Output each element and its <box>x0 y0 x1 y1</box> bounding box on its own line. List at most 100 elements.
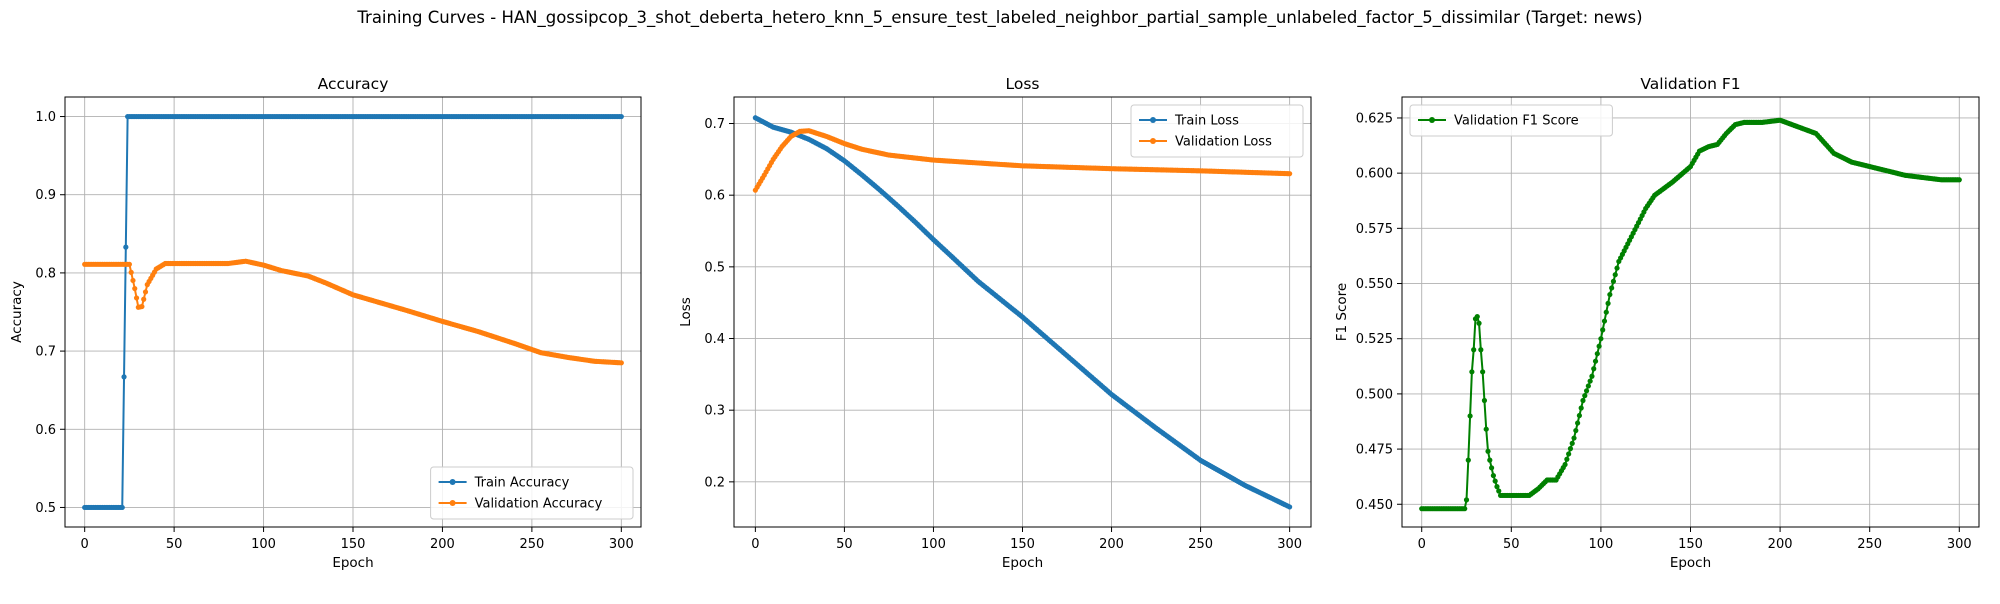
y-axis-label: Accuracy <box>9 281 25 343</box>
legend-label: Validation Accuracy <box>475 497 603 512</box>
data-point <box>1585 383 1591 389</box>
data-point <box>142 289 149 295</box>
x-tick-label: 50 <box>1503 537 1520 552</box>
x-tick-label: 100 <box>1588 537 1613 552</box>
data-point <box>1605 300 1611 306</box>
data-point <box>1481 397 1488 404</box>
data-point <box>1592 358 1599 364</box>
legend-marker <box>1429 117 1435 123</box>
x-tick-label: 300 <box>1947 537 1972 552</box>
data-point <box>1467 413 1473 419</box>
legend-marker <box>1150 138 1156 144</box>
x-tick-label: 300 <box>1277 537 1302 552</box>
data-point <box>1601 318 1608 324</box>
y-axis-label: Loss <box>678 297 694 327</box>
data-point <box>1603 309 1609 315</box>
legend-box <box>430 466 634 520</box>
x-tick-label: 0 <box>81 537 89 552</box>
y-tick-label: 0.600 <box>1356 167 1393 182</box>
data-point <box>1612 272 1618 278</box>
data-point <box>1569 440 1575 446</box>
data-point <box>126 261 132 267</box>
data-point <box>1490 472 1496 479</box>
x-tick-label: 0 <box>751 537 759 552</box>
x-tick-label: 100 <box>251 537 276 552</box>
data-point <box>1476 320 1482 326</box>
legend-marker <box>449 479 456 485</box>
y-tick-label: 0.8 <box>35 266 56 281</box>
data-point <box>1463 497 1470 503</box>
y-tick-label: 0.525 <box>1356 332 1393 347</box>
data-point <box>1483 426 1489 432</box>
data-point <box>139 303 145 310</box>
data-point <box>1480 369 1486 375</box>
legend-box <box>1409 104 1613 137</box>
data-point <box>1609 285 1615 291</box>
x-tick-label: 50 <box>836 537 853 552</box>
y-tick-label: 1.0 <box>35 110 56 125</box>
data-point <box>1600 327 1606 333</box>
legend-marker <box>449 500 456 506</box>
x-tick-label: 150 <box>341 537 366 552</box>
data-point <box>1575 420 1581 426</box>
chart-panel-1: 0 50 100 150 200 250 300 0.5 0.6 0.7 0.8 0.9 1.0 Accu… <box>9 75 642 571</box>
data-point <box>1594 351 1600 357</box>
x-tick-label: 0 <box>1418 537 1426 552</box>
figure-title: Training Curves - HAN_gossipcop_3_shot_d… <box>357 8 1643 27</box>
chart-title: Validation F1 <box>1640 75 1740 93</box>
x-tick-label: 150 <box>1678 537 1703 552</box>
data-point <box>128 269 134 275</box>
data-point <box>1471 347 1477 353</box>
data-point <box>1465 457 1471 463</box>
chart-title: Loss <box>1006 75 1040 93</box>
y-tick-label: 0.5 <box>704 260 725 275</box>
y-tick-label: 0.4 <box>704 332 725 347</box>
legend-box <box>1130 104 1304 158</box>
x-tick-label: 250 <box>1857 537 1882 552</box>
data-point <box>132 285 138 292</box>
x-tick-label: 200 <box>1099 537 1124 552</box>
y-tick-label: 0.3 <box>704 404 725 419</box>
data-point <box>1494 484 1500 490</box>
data-point <box>1573 427 1579 434</box>
legend: Train Accuracy Validation Accuracy <box>430 466 634 520</box>
chart-title: Accuracy <box>318 75 389 93</box>
legend-label: Validation F1 Score <box>1454 114 1579 129</box>
x-tick-label: 250 <box>519 537 544 552</box>
data-point <box>1478 347 1484 353</box>
data-point <box>1583 388 1590 394</box>
y-tick-label: 0.9 <box>35 188 56 203</box>
data-point <box>130 277 136 284</box>
data-point <box>133 295 140 301</box>
data-point <box>1469 369 1475 375</box>
y-axis-label: F1 Score <box>1334 283 1350 341</box>
y-tick-label: 0.7 <box>35 345 56 360</box>
data-point <box>121 374 127 380</box>
data-point <box>123 244 129 250</box>
data-point <box>1571 435 1577 441</box>
x-tick-label: 300 <box>609 537 634 552</box>
legend-label: Train Loss <box>1174 114 1239 129</box>
x-axis-label: Epoch <box>332 555 373 571</box>
data-point <box>1607 291 1613 298</box>
chart-panel-2: 0 50 100 150 200 250 300 0.2 0.3 0.4 0.5 0.6 0.7 Loss… <box>678 75 1312 571</box>
data-point <box>1564 456 1570 462</box>
y-tick-label: 0.6 <box>704 189 725 204</box>
data-point <box>1489 465 1495 471</box>
data-point <box>1589 373 1595 379</box>
y-tick-label: 0.550 <box>1356 277 1393 292</box>
data-point <box>119 504 125 511</box>
x-tick-label: 250 <box>1188 537 1213 552</box>
data-point <box>1566 451 1572 457</box>
y-tick-label: 0.7 <box>704 117 725 132</box>
legend-label: Validation Loss <box>1175 135 1272 150</box>
legend: Validation F1 Score <box>1409 104 1613 137</box>
x-tick-label: 200 <box>1768 537 1793 552</box>
chart-panel-3: 0 50 100 150 200 250 300 0.450 0.475 0.500 0.525 0.… <box>1334 75 1980 571</box>
data-point <box>1578 405 1584 411</box>
y-tick-label: 0.6 <box>35 423 56 438</box>
data-point <box>1576 412 1582 419</box>
data-point <box>1587 378 1593 384</box>
data-point <box>1287 504 1293 510</box>
